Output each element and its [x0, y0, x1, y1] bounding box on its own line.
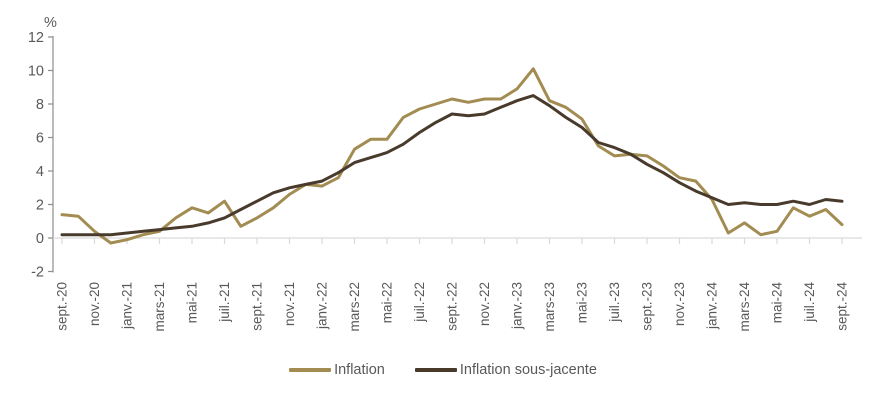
x-tick-label: nov.-22	[477, 282, 492, 326]
x-tick-label: juil.-23	[607, 282, 622, 323]
core-inflation-line	[60, 94, 844, 237]
x-tick-label: juil.-24	[802, 282, 817, 323]
inflation-line	[60, 67, 844, 245]
legend-item-core-inflation: Inflation sous-jacente	[414, 361, 597, 379]
y-axis-unit-label: %	[44, 15, 57, 31]
x-tick-label: nov.-20	[87, 282, 102, 326]
chart-legend: Inflation Inflation sous-jacente	[0, 361, 886, 379]
y-tick-label: -2	[31, 265, 44, 281]
x-tick-label: mai-23	[575, 282, 590, 323]
x-tick-label: sept.-21	[250, 282, 265, 331]
x-tick-label: juil.-21	[217, 282, 232, 323]
x-tick-label: mars-23	[542, 282, 557, 332]
legend-label-core-inflation: Inflation sous-jacente	[459, 362, 597, 378]
y-tick-label: 0	[36, 231, 44, 247]
y-tick-label: 4	[36, 164, 44, 180]
y-tick-label: 12	[28, 30, 44, 46]
x-tick-label: mars-24	[737, 282, 752, 332]
y-tick-label: 8	[36, 97, 44, 113]
legend-item-inflation: Inflation	[289, 361, 385, 379]
core-inflation-line-swatch	[414, 368, 457, 372]
inflation-line-swatch	[289, 368, 332, 372]
y-tick-label: 2	[36, 198, 44, 214]
x-tick-label: mars-22	[347, 282, 362, 332]
x-tick-label: mai-22	[380, 282, 395, 323]
x-tick-label: sept.-22	[445, 282, 460, 331]
x-tick-label: nov.-23	[672, 282, 687, 326]
legend-label-inflation: Inflation	[334, 362, 385, 378]
x-tick-label: janv.-21	[120, 282, 135, 330]
y-tick-label: 6	[36, 131, 44, 147]
x-tick-label: mai-21	[185, 282, 200, 323]
x-tick-label: janv.-24	[705, 282, 720, 331]
x-tick-label: sept.-20	[55, 282, 70, 331]
x-tick-label: mai-24	[770, 282, 785, 324]
x-tick-label: mars-21	[152, 282, 167, 332]
x-tick-label: nov.-21	[282, 282, 297, 326]
y-tick-label: 10	[28, 64, 44, 80]
x-tick-label: juil.-22	[412, 282, 427, 323]
x-tick-label: janv.-23	[510, 282, 525, 330]
x-tick-label: sept.-24	[835, 282, 850, 331]
x-tick-label: janv.-22	[315, 282, 330, 330]
x-tick-label: sept.-23	[640, 282, 655, 331]
